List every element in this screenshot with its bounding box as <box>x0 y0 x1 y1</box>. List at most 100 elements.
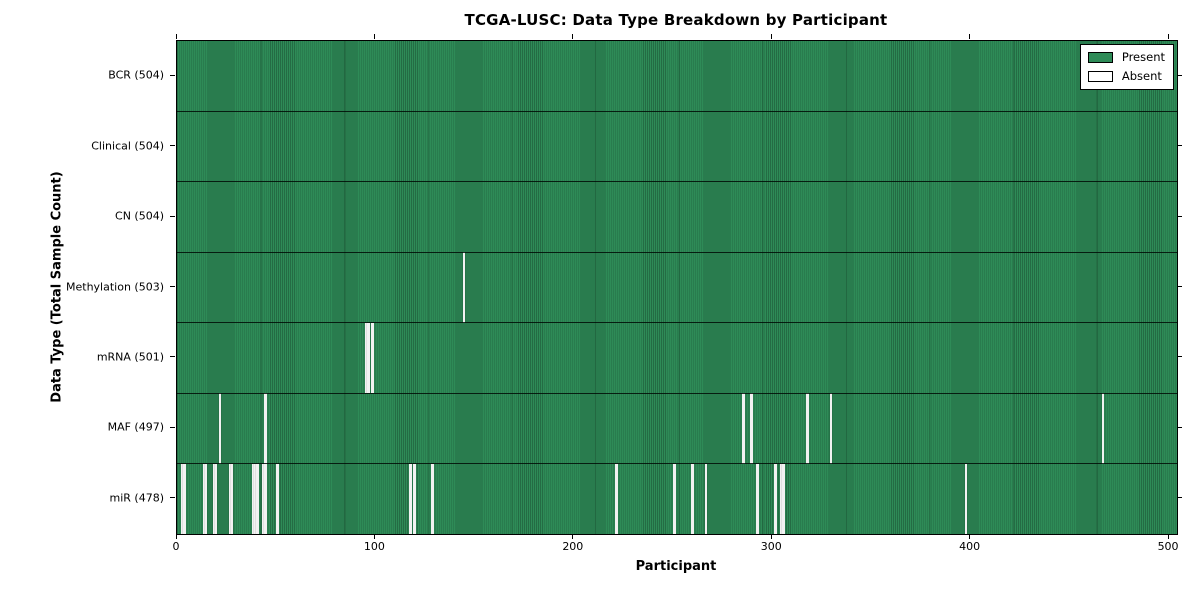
row-separator <box>177 462 1177 465</box>
absent-bar-mRNA-96 <box>367 322 371 394</box>
legend-label: Absent <box>1121 69 1162 83</box>
y-axis-label: Data Type (Total Sample Count) <box>49 171 65 403</box>
absent-bar-MAF-21 <box>218 393 222 464</box>
absent-bar-miR-19 <box>214 463 218 534</box>
absent-bar-miR-13 <box>202 463 206 534</box>
ytick-mark-left <box>170 426 175 428</box>
absent-bar-MAF-44 <box>264 393 267 464</box>
ytick-label-MAF: MAF (497) <box>107 420 164 434</box>
heatmap-row-CN <box>177 181 1177 253</box>
ytick-mark-right <box>1177 426 1182 428</box>
ytick-label-mRNA: mRNA (501) <box>96 350 164 364</box>
absent-bar-miR-128 <box>430 463 434 534</box>
absent-bar-MAF-289 <box>750 393 754 464</box>
absent-bar-mRNA-98 <box>371 322 375 394</box>
heatmap-row-Methylation <box>177 252 1177 323</box>
absent-bar-miR-43 <box>262 463 265 534</box>
legend-label: Present <box>1121 50 1165 64</box>
absent-bar-miR-292 <box>756 463 760 534</box>
xtick-label-400: 400 <box>959 540 981 553</box>
ytick-mark-right <box>1177 145 1182 147</box>
absent-bar-miR-250 <box>673 463 676 534</box>
plot-area <box>176 40 1178 535</box>
heatmap-row-BCR <box>177 41 1177 112</box>
ytick-mark-left <box>170 497 175 499</box>
heatmap-row-Clinical <box>177 111 1177 182</box>
xtick-mark-top <box>572 34 574 39</box>
heatmap-row-MAF <box>177 393 1177 464</box>
ytick-mark-right <box>1177 497 1182 499</box>
xtick-label-500: 500 <box>1157 540 1179 553</box>
absent-bar-miR-301 <box>774 463 777 534</box>
absent-bar-mRNA-95 <box>365 322 369 394</box>
ytick-mark-left <box>170 215 175 217</box>
absent-bar-miR-27 <box>230 463 234 534</box>
legend: Present Absent <box>1079 44 1174 90</box>
xtick-mark-bottom <box>1167 534 1169 539</box>
ytick-label-Clinical: Clinical (504) <box>91 139 164 153</box>
xtick-label-300: 300 <box>760 540 782 553</box>
absent-bar-miR-18 <box>212 463 216 534</box>
xtick-mark-top <box>175 34 177 39</box>
xtick-label-100: 100 <box>363 540 385 553</box>
absent-bar-miR-38 <box>252 463 256 534</box>
xtick-mark-top <box>770 34 772 39</box>
absent-bar-miR-305 <box>782 463 785 534</box>
legend-swatch-icon <box>1087 70 1113 82</box>
legend-item-present: Present <box>1087 50 1165 64</box>
absent-bar-miR-304 <box>780 463 783 534</box>
row-separator <box>177 110 1177 113</box>
ytick-mark-left <box>170 74 175 76</box>
ytick-label-CN: CN (504) <box>115 209 164 223</box>
heatmap-row-mRNA <box>177 322 1177 394</box>
absent-bar-miR-3 <box>182 463 186 534</box>
absent-bar-miR-119 <box>413 463 416 534</box>
xtick-mark-top <box>373 34 375 39</box>
ytick-label-Methylation: Methylation (503) <box>66 280 164 293</box>
legend-item-absent: Absent <box>1087 69 1165 83</box>
xtick-mark-top <box>1167 34 1169 39</box>
xtick-label-200: 200 <box>562 540 584 553</box>
legend-swatch-icon <box>1087 51 1113 63</box>
absent-bar-miR-117 <box>409 463 412 534</box>
heatmap-row-miR <box>177 463 1177 534</box>
ytick-mark-right <box>1177 215 1182 217</box>
absent-bar-miR-50 <box>276 463 279 534</box>
chart-title: TCGA-LUSC: Data Type Breakdown by Partic… <box>464 11 888 29</box>
absent-bar-miR-259 <box>690 463 694 534</box>
absent-bar-miR-221 <box>615 463 619 534</box>
ytick-mark-left <box>170 286 175 287</box>
absent-bar-miR-40 <box>256 463 260 534</box>
ytick-mark-left <box>170 356 175 358</box>
absent-bar-miR-26 <box>228 463 232 534</box>
absent-bar-Methylation-144 <box>462 252 466 323</box>
xtick-mark-top <box>969 34 971 39</box>
absent-bar-miR-39 <box>254 463 258 534</box>
xtick-label-0: 0 <box>172 540 180 553</box>
absent-bar-miR-397 <box>964 463 968 534</box>
xtick-mark-bottom <box>770 534 772 539</box>
ytick-mark-left <box>170 145 175 147</box>
absent-bar-MAF-317 <box>805 393 809 464</box>
row-separator <box>177 392 1177 394</box>
row-separator <box>177 251 1177 253</box>
xtick-mark-bottom <box>373 534 375 539</box>
x-axis-label: Participant <box>635 559 717 574</box>
ytick-mark-right <box>1177 74 1182 76</box>
absent-bar-miR-2 <box>180 463 184 534</box>
xtick-mark-bottom <box>175 534 177 539</box>
absent-bar-miR-44 <box>264 463 267 534</box>
row-separator <box>177 322 1177 324</box>
xtick-mark-bottom <box>572 534 574 539</box>
ytick-mark-right <box>1177 286 1182 287</box>
ytick-label-miR: miR (478) <box>109 491 165 505</box>
absent-bar-miR-14 <box>204 463 208 534</box>
ytick-mark-right <box>1177 356 1182 358</box>
xtick-mark-bottom <box>969 534 971 539</box>
absent-bar-miR-266 <box>704 463 708 534</box>
absent-bar-MAF-466 <box>1101 393 1105 464</box>
row-separator <box>177 181 1177 183</box>
absent-bar-MAF-329 <box>829 393 833 464</box>
ytick-label-BCR: BCR (504) <box>108 68 164 82</box>
